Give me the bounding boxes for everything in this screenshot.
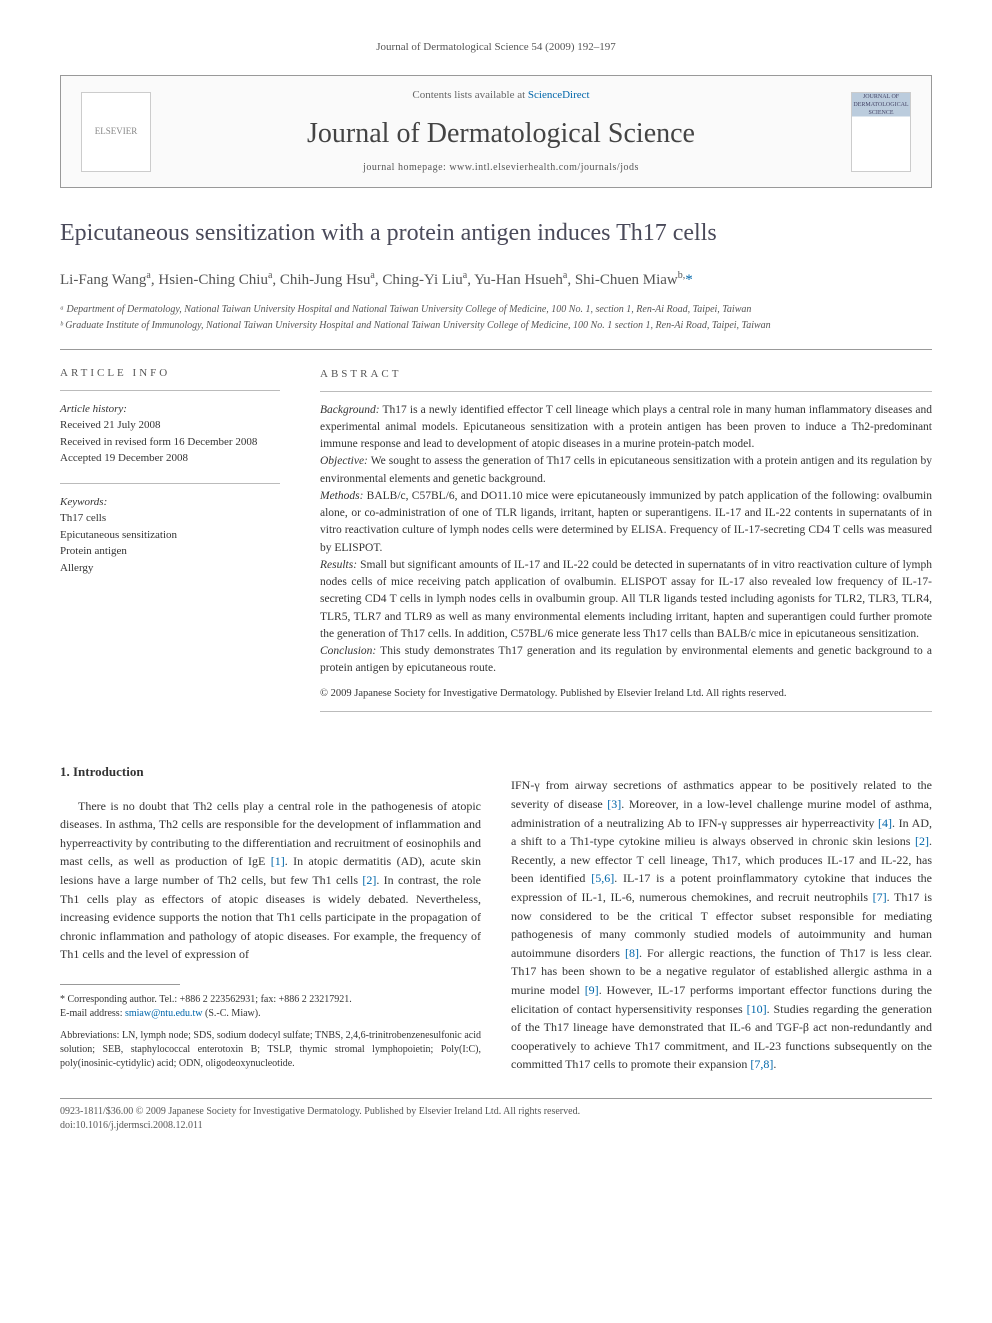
history-line: Received in revised form 16 December 200… bbox=[60, 434, 280, 451]
running-header: Journal of Dermatological Science 54 (20… bbox=[60, 40, 932, 55]
affiliation: ᵇ Graduate Institute of Immunology, Nati… bbox=[60, 319, 932, 333]
journal-masthead: ELSEVIER Contents lists available at Sci… bbox=[60, 75, 932, 188]
homepage-url[interactable]: www.intl.elsevierhealth.com/journals/jod… bbox=[449, 162, 639, 173]
abbreviations: Abbreviations: LN, lymph node; SDS, sodi… bbox=[60, 1029, 481, 1071]
article-info-column: ARTICLE INFO Article history: Received 2… bbox=[60, 366, 280, 712]
abstract-divider bbox=[320, 391, 932, 392]
masthead-center: Contents lists available at ScienceDirec… bbox=[171, 88, 831, 175]
keyword: Protein antigen bbox=[60, 543, 280, 560]
affiliation: ᵃ Department of Dermatology, National Ta… bbox=[60, 303, 932, 317]
info-abstract-row: ARTICLE INFO Article history: Received 2… bbox=[60, 366, 932, 712]
history-line: Received 21 July 2008 bbox=[60, 417, 280, 434]
article-title: Epicutaneous sensitization with a protei… bbox=[60, 218, 932, 249]
abbrev-label: Abbreviations: bbox=[60, 1030, 119, 1041]
footer-line2: doi:10.1016/j.jdermsci.2008.12.011 bbox=[60, 1119, 932, 1133]
contents-line: Contents lists available at ScienceDirec… bbox=[171, 88, 831, 103]
corr-email-line: E-mail address: smiaw@ntu.edu.tw (S.-C. … bbox=[60, 1007, 481, 1021]
homepage-line: journal homepage: www.intl.elsevierhealt… bbox=[171, 161, 831, 175]
footer-line1: 0923-1811/$36.00 © 2009 Japanese Society… bbox=[60, 1105, 932, 1119]
email-who: (S.-C. Miaw). bbox=[205, 1008, 261, 1019]
abstract-section: Background: Th17 is a newly identified e… bbox=[320, 402, 932, 454]
section-divider bbox=[60, 349, 932, 350]
keywords-label: Keywords: bbox=[60, 494, 280, 511]
intro-para-left: There is no doubt that Th2 cells play a … bbox=[60, 797, 481, 964]
elsevier-logo: ELSEVIER bbox=[81, 92, 151, 172]
footnote-separator bbox=[60, 984, 180, 985]
article-history: Article history: Received 21 July 2008Re… bbox=[60, 401, 280, 467]
info-divider bbox=[60, 390, 280, 391]
intro-heading: 1. Introduction bbox=[60, 762, 481, 782]
right-column: IFN-γ from airway secretions of asthmati… bbox=[511, 732, 932, 1074]
info-divider bbox=[60, 483, 280, 484]
body-two-column: 1. Introduction There is no doubt that T… bbox=[60, 732, 932, 1074]
abbrev-text: LN, lymph node; SDS, sodium dodecyl sulf… bbox=[60, 1030, 481, 1069]
affiliations: ᵃ Department of Dermatology, National Ta… bbox=[60, 303, 932, 333]
history-line: Accepted 19 December 2008 bbox=[60, 450, 280, 467]
author-list: Li-Fang Wanga, Hsien-Ching Chiua, Chih-J… bbox=[60, 269, 932, 291]
page-footer: 0923-1811/$36.00 © 2009 Japanese Society… bbox=[60, 1098, 932, 1133]
intro-para-right: IFN-γ from airway secretions of asthmati… bbox=[511, 776, 932, 1074]
keyword: Allergy bbox=[60, 560, 280, 577]
abstract-section: Conclusion: This study demonstrates Th17… bbox=[320, 643, 932, 678]
history-label: Article history: bbox=[60, 401, 280, 418]
left-column: 1. Introduction There is no doubt that T… bbox=[60, 732, 481, 1074]
article-info-heading: ARTICLE INFO bbox=[60, 366, 280, 381]
abstract-heading: ABSTRACT bbox=[320, 366, 932, 383]
keyword: Th17 cells bbox=[60, 510, 280, 527]
sciencedirect-link[interactable]: ScienceDirect bbox=[528, 89, 590, 101]
abstract-copyright: © 2009 Japanese Society for Investigativ… bbox=[320, 686, 932, 702]
abstract-divider bbox=[320, 711, 932, 712]
journal-name: Journal of Dermatological Science bbox=[171, 114, 831, 153]
journal-cover-thumb: JOURNAL OF DERMATOLOGICAL SCIENCE bbox=[851, 92, 911, 172]
abstract-column: ABSTRACT Background: Th17 is a newly ide… bbox=[320, 366, 932, 712]
abstract-section: Methods: BALB/c, C57BL/6, and DO11.10 mi… bbox=[320, 488, 932, 557]
abstract-section: Objective: We sought to assess the gener… bbox=[320, 453, 932, 488]
keywords-block: Keywords: Th17 cellsEpicutaneous sensiti… bbox=[60, 494, 280, 577]
abstract-section: Results: Small but significant amounts o… bbox=[320, 557, 932, 643]
contents-prefix: Contents lists available at bbox=[412, 89, 527, 101]
email-label: E-mail address: bbox=[60, 1008, 122, 1019]
homepage-prefix: journal homepage: bbox=[363, 162, 449, 173]
corresponding-author: * Corresponding author. Tel.: +886 2 223… bbox=[60, 993, 481, 1021]
email-link[interactable]: smiaw@ntu.edu.tw bbox=[125, 1008, 203, 1019]
corr-line: * Corresponding author. Tel.: +886 2 223… bbox=[60, 993, 481, 1007]
keyword: Epicutaneous sensitization bbox=[60, 527, 280, 544]
